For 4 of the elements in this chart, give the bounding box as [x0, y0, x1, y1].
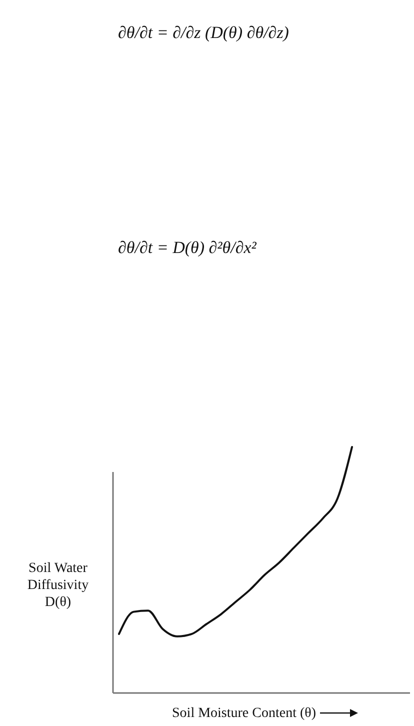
text: ∂θ/∂t = D(θ) ∂²θ/∂x²: [118, 238, 258, 257]
y-axis-title: Soil Water Diffusivity D(θ): [27, 561, 89, 610]
text: ∂θ/∂t = ∂/∂z (D(θ) ∂θ/∂z): [118, 23, 290, 42]
x-axis-title: Soil Moisture Content (θ): [172, 706, 316, 721]
